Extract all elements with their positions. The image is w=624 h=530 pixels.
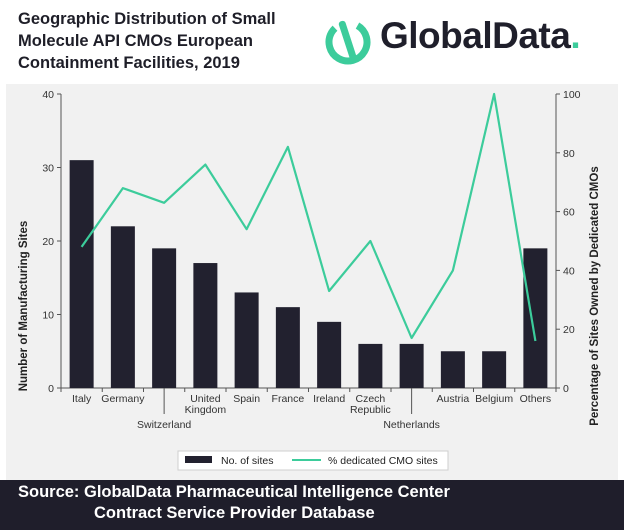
title-line-2: Molecule API CMOs European [18,32,254,50]
bar-spain [234,292,259,388]
chart-panel: 0 10 20 30 40 0 20 40 60 80 100 Italy Germany Switze… [6,84,618,480]
bar-others [523,248,548,388]
logo-mark-icon [325,19,371,65]
bar-netherlands [399,343,424,388]
bar-belgium [482,351,507,388]
bar-czech-republic [358,343,383,388]
source-footer: Source: GlobalData Pharmaceutical Intell… [0,480,624,530]
x-tick-label: Netherlands [383,419,440,431]
y-tick-label: 30 [42,163,54,175]
bar-austria [440,351,465,388]
x-tick-label: Switzerland [137,419,191,431]
x-tick-label: Spain [233,393,260,405]
x-tick-label: United Kingdom [185,393,227,416]
y-tick-label: 20 [42,236,54,248]
y2-axis-title: Percentage of Sites Owned by Dedicated C… [589,166,601,425]
x-tick-label: Czech Republic [350,393,391,416]
x-tick-label: Others [520,393,552,405]
title-line-3: Containment Facilities, 2019 [18,54,240,72]
line-series [80,92,537,342]
y-tick-label: 0 [48,383,54,395]
globaldata-logo: GlobalData. [324,12,620,70]
legend: No. of sites % dedicated CMO sites [177,450,449,471]
bar-france [275,307,300,388]
bar-series [69,160,548,388]
axes: 0 10 20 30 40 0 20 40 60 80 100 [42,89,580,395]
source-line-2: Contract Service Provider Database [94,504,375,522]
combo-chart: 0 10 20 30 40 0 20 40 60 80 100 Italy Germany Switze… [18,89,601,471]
title-line-1: Geographic Distribution of Small [18,10,276,28]
y-axis-title: Number of Manufacturing Sites [18,221,30,392]
logo-text: GlobalData [380,15,571,56]
y-tick-label: 10 [42,310,54,322]
bar-united-kingdom [193,263,218,388]
logo-wordmark: GlobalData. [380,14,581,58]
x-tick-label: Austria [437,393,470,405]
legend-line-label: % dedicated CMO sites [328,455,438,467]
legend-bar-label: No. of sites [221,455,274,467]
logo-dot: . [570,15,581,56]
x-tick-label: Italy [72,393,92,405]
chart-title: Geographic Distribution of Small Molecul… [18,8,318,74]
y2-tick-label: 20 [563,324,575,336]
x-tick-label: Belgium [475,393,513,405]
x-tick-label: France [272,393,305,405]
legend-bar-swatch [185,456,212,463]
source-line-1: Source: GlobalData Pharmaceutical Intell… [18,483,450,501]
line-dedicated-cmo [80,92,537,342]
y2-tick-label: 80 [563,148,575,160]
bar-italy [69,160,94,388]
y2-tick-label: 60 [563,207,575,219]
y2-tick-label: 100 [563,89,581,101]
x-tick-label: Ireland [313,393,345,405]
bar-ireland [317,321,342,388]
bar-germany [110,226,135,388]
y2-tick-label: 0 [563,383,569,395]
y2-tick-label: 40 [563,265,575,277]
x-tick-label: Germany [101,393,145,405]
category-labels: Italy Germany Switzerland United Kingdom Spai… [72,388,551,431]
y-tick-label: 40 [42,89,54,101]
bar-switzerland [152,248,177,388]
